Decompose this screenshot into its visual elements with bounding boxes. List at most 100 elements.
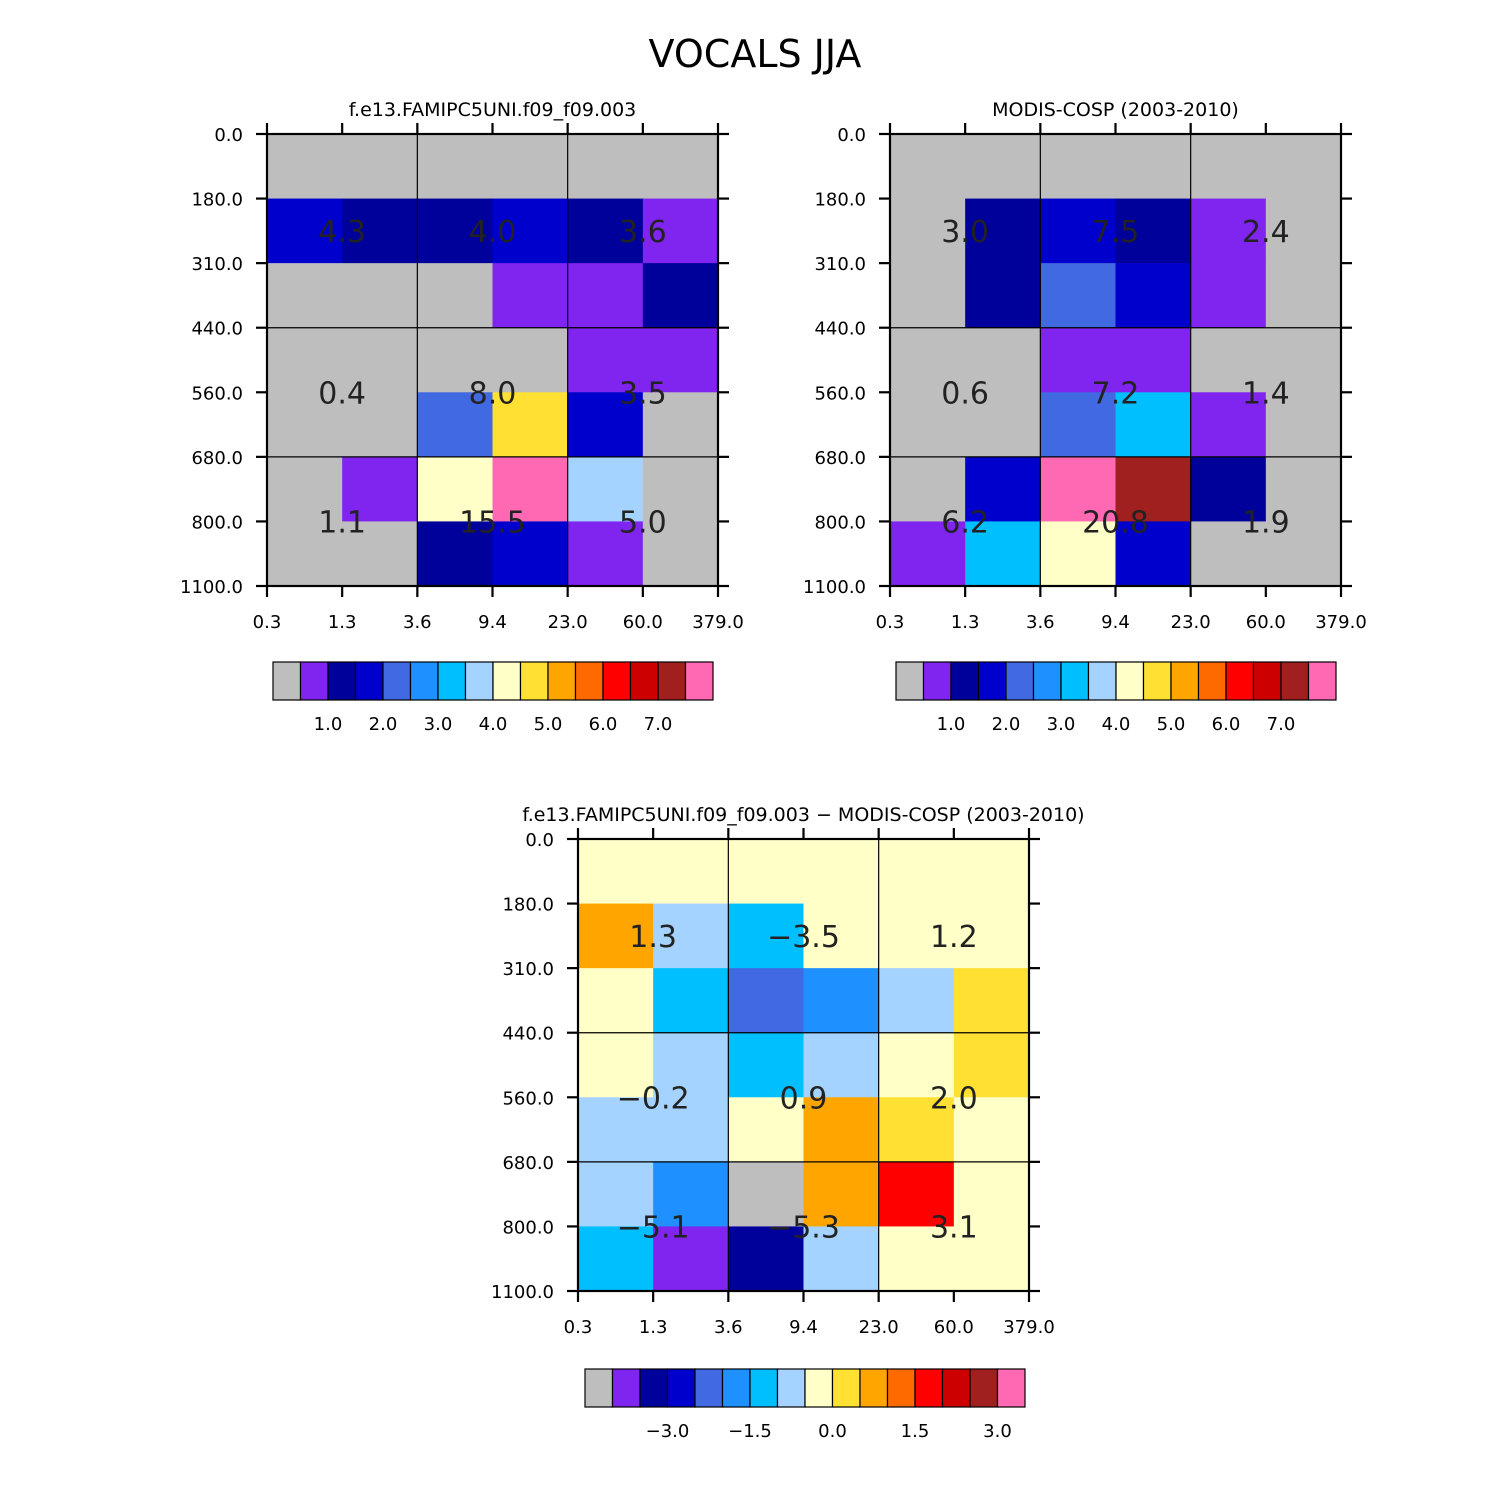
block-value-label: 1.1 (318, 505, 366, 540)
colorbar-tick-label: 3.0 (983, 1421, 1012, 1442)
heatmap-cell (878, 1097, 955, 1163)
block-value-label: −3.5 (767, 920, 840, 955)
colorbar-swatch (1307, 661, 1337, 701)
block-value-label: 15.5 (459, 505, 526, 540)
heatmap-cell (878, 839, 955, 905)
heatmap-cell (1115, 521, 1192, 587)
colorbar-swatch (272, 661, 302, 701)
heatmap-cell (803, 1226, 880, 1292)
heatmap-cell (1265, 134, 1342, 200)
heatmap-cell (965, 327, 1041, 393)
colorbar-swatch (941, 1368, 971, 1408)
y-tick-label: 0.0 (214, 125, 243, 146)
heatmap-cell (578, 839, 654, 905)
heatmap-cell (1115, 263, 1192, 329)
colorbar-swatch (629, 661, 659, 701)
heatmap-cell (342, 456, 418, 523)
heatmap-cell (342, 134, 418, 200)
heatmap-cell (1190, 263, 1267, 329)
heatmap-cell (1265, 456, 1342, 523)
colorbar-swatch (1032, 661, 1062, 701)
colorbar-swatch (950, 661, 980, 701)
heatmap-cell (890, 327, 966, 393)
colorbar-tick-label: 3.0 (424, 714, 453, 735)
colorbar-swatch (776, 1368, 806, 1408)
colorbar-swatch (409, 661, 439, 701)
x-tick-label: 3.6 (403, 612, 432, 633)
heatmap-cell (965, 456, 1041, 523)
block-value-label: 3.5 (619, 376, 667, 411)
heatmap-cell (342, 327, 418, 393)
heatmap-cell (267, 198, 343, 264)
colorbar-swatch (694, 1368, 724, 1408)
y-tick-label: 0.0 (837, 125, 866, 146)
colorbar-swatch (611, 1368, 641, 1408)
heatmap-cell (342, 198, 418, 264)
panel-title: f.e13.FAMIPC5UNI.f09_f09.003 (349, 99, 637, 121)
heatmap-cell (267, 456, 343, 523)
colorbar-swatch (1060, 661, 1090, 701)
block-value-label: 1.2 (930, 920, 978, 955)
x-tick-label: 1.3 (951, 612, 980, 633)
heatmap-cell (1115, 134, 1192, 200)
figure-title: VOCALS JJA (649, 32, 862, 76)
heatmap-cell (965, 134, 1041, 200)
heatmap-cell (965, 392, 1041, 458)
heatmap-cell (1040, 521, 1117, 587)
heatmap-cell (267, 263, 343, 329)
heatmap-cell (803, 839, 880, 905)
heatmap-cell (1190, 198, 1267, 264)
heatmap-cell (728, 1097, 805, 1163)
colorbar-swatch (996, 1368, 1026, 1408)
y-tick-label: 310.0 (191, 254, 243, 275)
block-value-label: 7.5 (1092, 215, 1140, 250)
colorbar-swatch (464, 661, 494, 701)
heatmap-cell (1265, 327, 1342, 393)
colorbar-swatch (1197, 661, 1227, 701)
colorbar-swatch (1142, 661, 1172, 701)
heatmap-cell (578, 1032, 654, 1098)
colorbar-swatch (1087, 661, 1117, 701)
heatmap-cell (1190, 327, 1267, 393)
x-tick-label: 1.3 (328, 612, 357, 633)
y-tick-label: 180.0 (814, 190, 866, 211)
panel-title: f.e13.FAMIPC5UNI.f09_f09.003 − MODIS-COS… (522, 804, 1084, 826)
colorbar-swatch (299, 661, 329, 701)
x-tick-label: 23.0 (1171, 612, 1211, 633)
x-tick-label: 23.0 (859, 1317, 899, 1338)
heatmap-cell (567, 134, 644, 200)
y-tick-label: 1100.0 (491, 1282, 554, 1303)
colorbar-swatch (1225, 661, 1255, 701)
x-tick-label: 60.0 (1246, 612, 1286, 633)
colorbar-swatch (922, 661, 952, 701)
x-tick-label: 9.4 (1101, 612, 1130, 633)
colorbar-swatch (327, 661, 357, 701)
heatmap-cell (642, 392, 719, 458)
heatmap-cell (1190, 392, 1267, 458)
heatmap-cell (728, 903, 805, 969)
heatmap-cell (417, 327, 494, 393)
heatmap-cell (728, 1161, 805, 1228)
heatmap-cell (642, 198, 719, 264)
block-value-label: 3.0 (941, 215, 989, 250)
heatmap-cell (578, 968, 654, 1034)
y-tick-label: 680.0 (502, 1153, 554, 1174)
colorbar-swatch (895, 661, 925, 701)
heatmap-cell (642, 327, 719, 393)
colorbar-swatch (639, 1368, 669, 1408)
x-tick-label: 0.3 (876, 612, 905, 633)
heatmap-cell (803, 1032, 880, 1098)
y-tick-label: 680.0 (814, 448, 866, 469)
block-value-label: 3.6 (619, 215, 667, 250)
heatmap-cell (642, 456, 719, 523)
heatmap-cell (417, 456, 494, 523)
heatmap-cell (267, 327, 343, 393)
colorbar-swatch (749, 1368, 779, 1408)
heatmap-cell (417, 392, 494, 458)
heatmap-cell (1190, 456, 1267, 523)
panel-model: f.e13.FAMIPC5UNI.f09_f09.003 4.3 4.0 3.6 0.4… (180, 99, 744, 735)
colorbar-swatch (547, 661, 577, 701)
heatmap-cell (653, 1097, 729, 1163)
colorbar-tick-label: 3.0 (1047, 714, 1076, 735)
